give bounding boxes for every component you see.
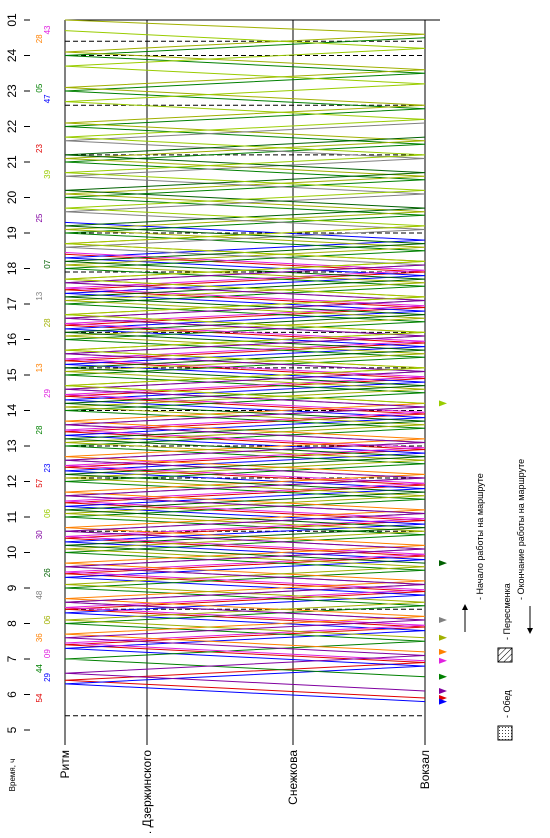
minute-label: 06: [43, 615, 52, 624]
y-tick-label: 19: [5, 226, 19, 240]
minute-label: 23: [35, 144, 44, 153]
minute-label: 28: [35, 425, 44, 434]
legend-end: - Окончание работы на маршруте: [516, 459, 526, 600]
y-tick-label: 24: [5, 49, 19, 63]
legend-shift-swatch: [497, 647, 513, 663]
minute-label: 06: [43, 508, 52, 517]
start-arrow: [439, 634, 447, 641]
start-arrow: [439, 560, 447, 567]
y-tick-label: 9: [5, 584, 19, 591]
legend-end-arrowhead: [527, 628, 533, 634]
minute-label: 09: [43, 649, 52, 658]
vehicle-trips: [64, 136, 426, 564]
minute-label: 28: [43, 318, 52, 327]
minute-label: 13: [35, 363, 44, 372]
y-tick-label: 10: [5, 546, 19, 560]
minute-label: 36: [35, 633, 44, 642]
minute-label: 05: [35, 83, 44, 92]
y-tick-label: 15: [5, 368, 19, 382]
start-arrow: [439, 657, 447, 664]
start-arrow: [439, 616, 447, 623]
minute-label: 57: [35, 478, 44, 487]
legend: - Пересменка - Обед - Начало работы на м…: [462, 459, 533, 741]
vehicle-trips: [64, 37, 426, 678]
minute-label: 28: [35, 34, 44, 43]
y-tick-label: 21: [5, 155, 19, 169]
y-axis-label: Время, ч: [8, 759, 17, 792]
stop-label: Ул. Дзержинского: [140, 750, 154, 833]
legend-lunch-swatch: [497, 725, 513, 741]
minute-label: 25: [35, 213, 44, 222]
minute-label: 29: [43, 672, 52, 681]
vehicle-trips: [64, 221, 426, 703]
y-tick-label: 14: [5, 404, 19, 418]
minute-label: 23: [43, 463, 52, 472]
minute-label: 13: [35, 291, 44, 300]
vehicle-trips: [64, 264, 426, 692]
minute-label: 54: [35, 693, 44, 702]
legend-lunch: - Обед: [502, 690, 512, 718]
start-arrow: [439, 698, 447, 705]
minute-label: 29: [43, 388, 52, 397]
y-tick-label: 12: [5, 475, 19, 489]
y-tick-label: 01: [5, 13, 19, 27]
start-arrow: [439, 687, 447, 694]
legend-start-arrowhead: [462, 604, 468, 610]
vehicle-trips: [64, 252, 426, 662]
legend-start: - Начало работы на маршруте: [475, 473, 485, 600]
vehicle-trips: [64, 30, 426, 404]
minute-label: 44: [35, 664, 44, 673]
minute-label: 26: [43, 568, 52, 577]
start-arrow: [439, 673, 447, 680]
legend-shift: - Пересменка: [502, 583, 512, 640]
y-tick-label: 13: [5, 439, 19, 453]
y-tick-label: 11: [5, 510, 19, 523]
start-arrow: [439, 648, 447, 655]
stop-label: Вокзал: [418, 750, 432, 789]
minute-label: 30: [35, 530, 44, 539]
stop-label: Снежкова: [286, 750, 300, 805]
y-tick-label: 23: [5, 84, 19, 98]
stop-label: Ритм: [58, 750, 72, 778]
y-tick-label: 22: [5, 120, 19, 134]
y-tick-label: 18: [5, 262, 19, 276]
minute-label: 48: [35, 590, 44, 599]
y-tick-label: 6: [5, 691, 19, 698]
vehicle-trips: [64, 253, 426, 699]
y-tick-label: 5: [5, 726, 19, 733]
y-tick-label: 17: [5, 297, 19, 311]
start-arrow: [439, 400, 447, 407]
y-tick-label: 7: [5, 655, 19, 662]
y-tick-label: 8: [5, 620, 19, 627]
minute-label: 07: [43, 259, 52, 268]
minute-label: 39: [43, 169, 52, 178]
y-tick-label: 16: [5, 333, 19, 347]
y-tick-label: 20: [5, 191, 19, 205]
minute-label: 43: [43, 25, 52, 34]
minute-label: 47: [43, 94, 52, 103]
